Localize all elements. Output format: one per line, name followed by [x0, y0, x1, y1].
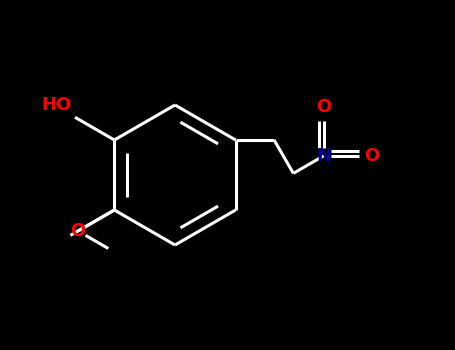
Text: O: O	[364, 147, 379, 165]
Text: O: O	[71, 222, 86, 240]
Text: HO: HO	[41, 96, 71, 114]
Text: N: N	[316, 147, 331, 165]
Text: O: O	[316, 98, 331, 116]
